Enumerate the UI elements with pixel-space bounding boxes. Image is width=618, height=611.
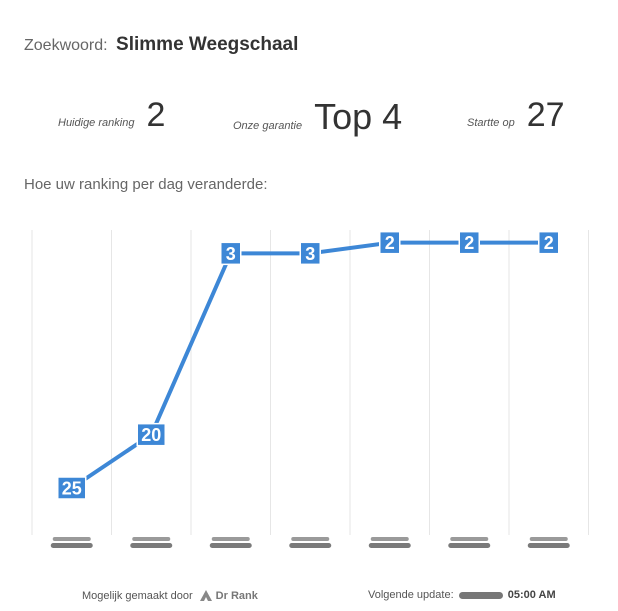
stat-label: Startte op bbox=[467, 117, 515, 129]
series-line bbox=[70, 240, 549, 490]
x-tick-label-redacted bbox=[291, 537, 330, 541]
redacted-date bbox=[458, 591, 503, 599]
data-point-box bbox=[379, 230, 401, 255]
x-tick-label-redacted bbox=[130, 543, 173, 548]
data-point-box bbox=[458, 230, 480, 255]
stat-label: Huidige ranking bbox=[58, 117, 135, 129]
stat-current-ranking: Huidige ranking 2 bbox=[58, 96, 165, 135]
stat-value: Top 4 bbox=[314, 96, 403, 137]
stat-value: 27 bbox=[526, 96, 565, 134]
keyword-heading: Zoekwoord: Slimme Weegschaal bbox=[24, 34, 298, 56]
x-tick-label-redacted bbox=[527, 543, 570, 548]
next-update-time: 05:00 AM bbox=[507, 589, 556, 601]
x-tick-label-redacted bbox=[52, 537, 91, 541]
next-update-label: Volgende update: bbox=[368, 589, 454, 601]
brand-logo: Dr Rank bbox=[199, 589, 258, 603]
x-tick-label-redacted bbox=[50, 543, 93, 548]
data-point-box bbox=[538, 230, 560, 255]
data-label: 2 bbox=[464, 233, 474, 253]
data-label: 20 bbox=[141, 425, 161, 445]
x-tick-label-redacted bbox=[132, 537, 171, 541]
stat-label: Onze garantie bbox=[233, 120, 303, 132]
data-label: 2 bbox=[544, 233, 554, 253]
data-label: 3 bbox=[305, 244, 315, 264]
x-tick-label-redacted bbox=[209, 543, 252, 548]
data-point-box bbox=[136, 422, 166, 447]
next-update: Volgende update: 05:00 AM bbox=[368, 589, 556, 601]
x-tick-label-redacted bbox=[529, 537, 568, 541]
x-tick-label-redacted bbox=[211, 537, 250, 541]
x-tick-label-redacted bbox=[370, 537, 409, 541]
x-tick-label-redacted bbox=[289, 543, 332, 548]
stat-value: 2 bbox=[146, 96, 166, 134]
keyword-value: Slimme Weegschaal bbox=[116, 34, 299, 55]
brand-logo-icon bbox=[199, 590, 212, 601]
x-tick-label-redacted bbox=[368, 543, 411, 548]
data-label: 3 bbox=[226, 244, 236, 264]
stat-started-at: Startte op 27 bbox=[467, 96, 565, 135]
x-tick-label-redacted bbox=[450, 537, 489, 541]
data-label: 25 bbox=[62, 479, 82, 499]
made-by-text: Mogelijk gemaakt door bbox=[82, 590, 193, 602]
keyword-label: Zoekwoord: bbox=[24, 37, 108, 54]
chart-subtitle: Hoe uw ranking per dag veranderde: bbox=[24, 176, 268, 193]
data-point-box bbox=[57, 476, 87, 500]
ranking-line-chart: 25 20 3 3 2 2 2 bbox=[31, 230, 589, 548]
data-label: 2 bbox=[385, 233, 395, 253]
brand-name: Dr Rank bbox=[215, 590, 258, 602]
footer-credit: Mogelijk gemaakt door Dr Rank bbox=[82, 589, 258, 603]
x-tick-label-redacted bbox=[448, 543, 491, 548]
data-point-box bbox=[220, 241, 242, 266]
data-point-box bbox=[299, 241, 321, 266]
stat-guarantee: Onze garantie Top 4 bbox=[233, 96, 402, 138]
